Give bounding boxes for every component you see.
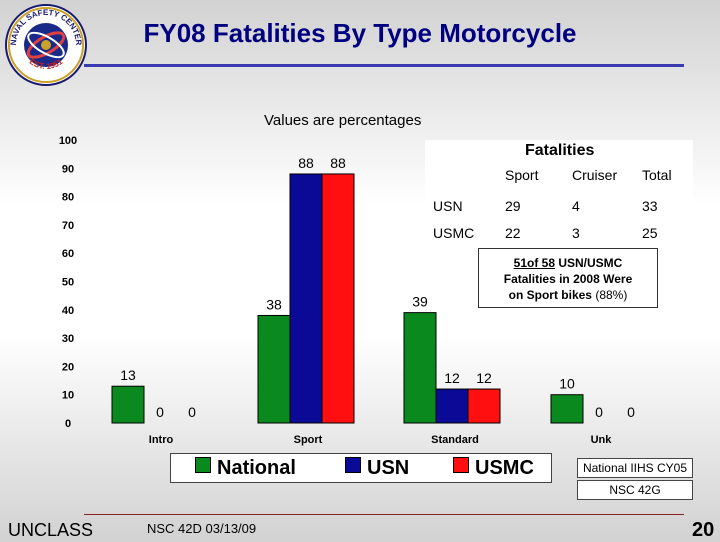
- fatalities-table: Fatalities Sport Cruiser Total USN 29 4 …: [425, 140, 693, 245]
- legend-swatch-national: [195, 457, 211, 473]
- source-box-nsc: NSC 42G: [577, 480, 693, 500]
- cell-usmc-cruiser: 3: [572, 225, 580, 241]
- callout-line3: on Sport bikes: [508, 288, 596, 302]
- x-tick-label-intro: Intro: [149, 434, 174, 446]
- y-tick-label: 30: [62, 333, 74, 345]
- data-label-usmc-unk: 0: [627, 404, 635, 420]
- source-box-national: National IIHS CY05: [577, 458, 693, 478]
- data-label-usmc-sport: 88: [330, 155, 346, 171]
- cell-usmc-sport: 22: [505, 225, 521, 241]
- legend-swatch-usn: [345, 457, 361, 473]
- bar-national-standard: [403, 312, 437, 424]
- bar-national-sport: [257, 314, 291, 424]
- naval-safety-center-logo: NAVAL SAFETY CENTER EST. 1951: [5, 4, 87, 86]
- legend-item-usn: USN: [345, 457, 409, 480]
- footer-divider: [84, 514, 684, 515]
- bar-usmc-sport: [321, 173, 355, 424]
- data-label-usmc-intro: 0: [188, 404, 196, 420]
- footer-document-id: NSC 42D 03/13/09: [147, 521, 257, 536]
- chart-subtitle: Values are percentages: [264, 112, 422, 129]
- title-divider: [84, 64, 684, 67]
- x-tick-label-sport: Sport: [294, 434, 323, 446]
- classification-label: UNCLASS: [8, 520, 94, 540]
- page-title: FY08 Fatalities By Type Motorcycle: [143, 18, 577, 48]
- legend-label-usmc: USMC: [475, 457, 534, 479]
- data-label-usn-intro: 0: [156, 404, 164, 420]
- chart-legend: National USN USMC: [170, 453, 552, 483]
- callout-line2: Fatalities in 2008 Were: [503, 272, 633, 286]
- bar-national-unk: [550, 394, 584, 424]
- legend-item-national: National: [195, 457, 296, 480]
- y-tick-label: 100: [59, 135, 77, 147]
- legend-label-national: National: [217, 457, 296, 479]
- cell-usn-cruiser: 4: [572, 198, 580, 214]
- data-label-national-unk: 10: [559, 376, 575, 392]
- data-label-usmc-standard: 12: [476, 370, 492, 386]
- column-header-cruiser: Cruiser: [572, 167, 618, 183]
- callout-percent: (88%): [595, 288, 628, 302]
- data-label-usn-sport: 88: [298, 155, 314, 171]
- data-label-national-intro: 13: [120, 367, 136, 383]
- bar-usmc-standard: [467, 388, 501, 424]
- x-axis-labels: Intro Sport Standard Unk: [149, 434, 612, 446]
- y-tick-label: 80: [62, 192, 74, 204]
- y-tick-label: 40: [62, 305, 74, 317]
- row-label-usn: USN: [433, 198, 463, 214]
- bar-usn-standard: [435, 388, 469, 424]
- cell-usn-total: 33: [642, 198, 658, 214]
- sport-bike-callout: 51of 58 USN/USMC Fatalities in 2008 Were…: [478, 248, 658, 308]
- callout-count: 51of 58: [513, 256, 555, 270]
- x-tick-label-standard: Standard: [431, 434, 479, 446]
- cell-usmc-total: 25: [642, 225, 658, 241]
- column-header-sport: Sport: [505, 167, 539, 183]
- data-label-national-standard: 39: [412, 294, 428, 310]
- fatalities-table-title: Fatalities: [525, 142, 595, 159]
- bar-national-intro: [111, 385, 145, 424]
- y-tick-label: 20: [62, 361, 74, 373]
- y-tick-label: 70: [62, 220, 74, 232]
- y-tick-label: 50: [62, 277, 74, 289]
- y-tick-label: 10: [62, 390, 74, 402]
- legend-swatch-usmc: [453, 457, 469, 473]
- y-tick-label: 90: [62, 163, 74, 175]
- column-header-total: Total: [642, 167, 672, 183]
- data-label-national-sport: 38: [266, 296, 282, 312]
- data-label-usn-standard: 12: [444, 370, 460, 386]
- y-tick-label: 0: [65, 418, 71, 430]
- legend-label-usn: USN: [367, 457, 410, 479]
- data-label-usn-unk: 0: [595, 404, 603, 420]
- bar-usn-sport: [289, 173, 323, 424]
- legend-item-usmc: USMC: [453, 457, 534, 480]
- y-axis: 0 10 20 30 40 50 60 70 80 90 100: [59, 135, 77, 430]
- page-number: 20: [692, 519, 715, 541]
- row-label-usmc: USMC: [433, 225, 475, 241]
- callout-line1-rest: USN/USMC: [555, 256, 623, 270]
- y-tick-label: 60: [62, 248, 74, 260]
- x-tick-label-unk: Unk: [591, 434, 613, 446]
- cell-usn-sport: 29: [505, 198, 521, 214]
- bars-group: 13 0 0 38 88 88 39 12 12 10 0 0: [111, 155, 635, 424]
